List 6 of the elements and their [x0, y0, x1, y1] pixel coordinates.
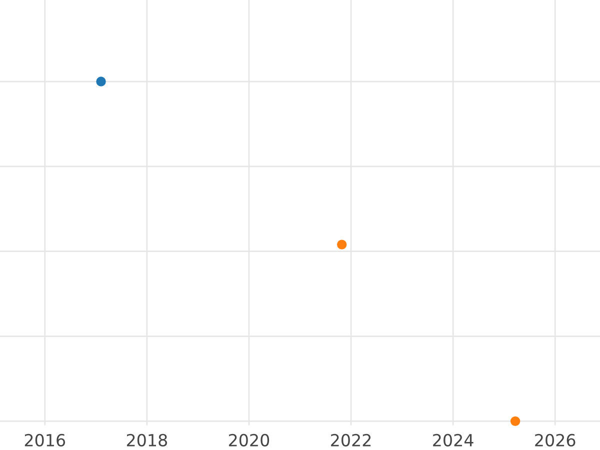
x-tick-label: 2022: [331, 434, 371, 446]
x-tick-label: 2020: [228, 434, 270, 446]
x-tick-label: 2016: [24, 434, 66, 446]
x-tick-label: 2026: [535, 434, 576, 446]
x-tick-label: 2018: [126, 434, 168, 446]
x-tick-label: 2024: [433, 434, 474, 446]
